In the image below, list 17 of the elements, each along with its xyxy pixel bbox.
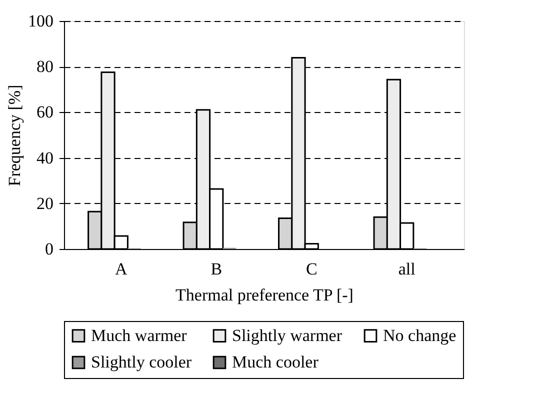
y-tick-label: 100 <box>28 12 54 30</box>
x-tick-label: C <box>306 260 318 278</box>
x-tick-label: A <box>115 260 128 278</box>
x-tick-label: all <box>398 260 416 278</box>
y-tick-label: 0 <box>45 240 54 258</box>
x-tick-label: B <box>210 260 222 278</box>
y-tick-label: 40 <box>36 148 54 168</box>
legend-label: Slightly warmer <box>232 326 342 345</box>
y-tick-label: 20 <box>36 194 54 213</box>
legend-label: Slightly cooler <box>91 352 192 372</box>
legend-label: No change <box>383 326 456 345</box>
y-axis-title: Frequency [%] <box>5 84 24 186</box>
x-axis-title: Thermal preference TP [-] <box>176 286 354 304</box>
y-tick-label: 60 <box>36 102 54 122</box>
y-tick-label: 80 <box>36 57 54 76</box>
legend-label: Much cooler <box>232 352 319 372</box>
legend-label: Much warmer <box>91 326 188 345</box>
